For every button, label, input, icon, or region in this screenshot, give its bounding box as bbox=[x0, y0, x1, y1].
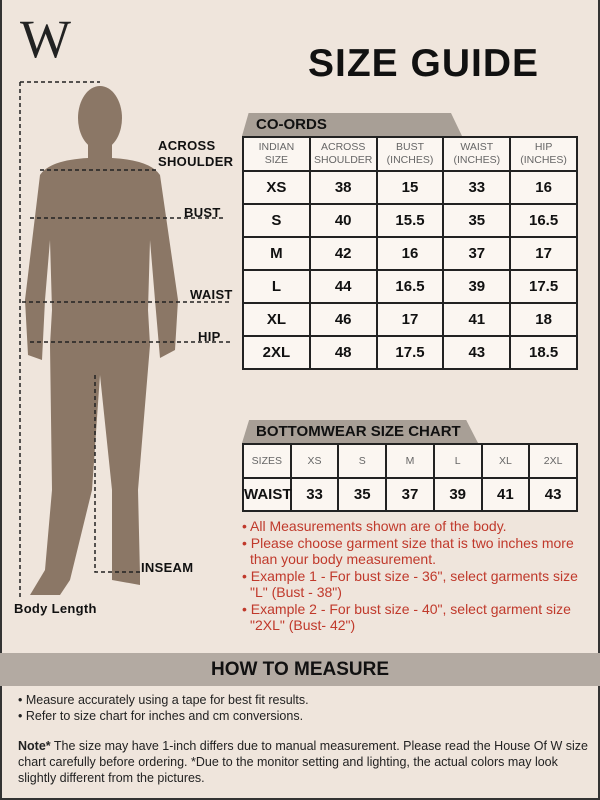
note-item: All Measurements shown are of the body. bbox=[242, 518, 596, 535]
table-cell: 40 bbox=[308, 203, 378, 238]
table-cell: 37 bbox=[442, 236, 512, 271]
table-cell: XL bbox=[242, 302, 311, 337]
table-cell: 35 bbox=[337, 477, 388, 512]
table-row: L 44 16.5 39 17.5 bbox=[242, 269, 578, 304]
table-row: XS 38 15 33 16 bbox=[242, 170, 578, 205]
page-title: SIZE GUIDE bbox=[308, 42, 540, 85]
header-line: BUST bbox=[395, 141, 424, 153]
table-cell: 17 bbox=[375, 302, 445, 337]
table-cell: S bbox=[242, 203, 311, 238]
label-body-length: Body Length bbox=[14, 601, 97, 616]
table-cell: 38 bbox=[308, 170, 378, 205]
table-cell: 37 bbox=[385, 477, 435, 512]
header-line: HIP bbox=[534, 141, 553, 153]
bottomwear-header: XL bbox=[480, 443, 531, 479]
note-text: The size may have 1-inch differs due to … bbox=[18, 739, 588, 785]
table-cell: 39 bbox=[432, 477, 483, 512]
table-cell: 33 bbox=[289, 477, 340, 512]
label-inseam: INSEAM bbox=[141, 560, 194, 575]
table-cell: 16.5 bbox=[375, 269, 445, 304]
tip-item: • Refer to size chart for inches and cm … bbox=[18, 709, 304, 723]
bottomwear-header: SIZES bbox=[242, 443, 292, 479]
table-cell: 16 bbox=[375, 236, 445, 271]
how-to-measure-heading: HOW TO MEASURE bbox=[0, 653, 600, 686]
label-across-shoulder: ACROSS SHOULDER bbox=[158, 138, 233, 170]
label-across: ACROSS bbox=[158, 138, 216, 153]
body-figure bbox=[19, 81, 230, 598]
coords-header: HIP (INCHES) bbox=[509, 136, 578, 172]
table-cell: XS bbox=[242, 170, 311, 205]
table-cell: 17 bbox=[509, 236, 578, 271]
table-cell: 46 bbox=[308, 302, 378, 337]
table-cell: 17.5 bbox=[375, 335, 445, 370]
table-cell: 44 bbox=[308, 269, 378, 304]
bottomwear-header: L bbox=[432, 443, 483, 479]
table-cell: 15.5 bbox=[375, 203, 445, 238]
notes-list: All Measurements shown are of the body. … bbox=[242, 518, 596, 634]
table-cell: 48 bbox=[308, 335, 378, 370]
coords-header: WAIST (INCHES) bbox=[442, 136, 512, 172]
tip-item: • Measure accurately using a tape for be… bbox=[18, 693, 309, 707]
note-item: Example 2 - For bust size - 40", select … bbox=[242, 601, 596, 634]
coords-table: INDIAN SIZE ACROSS SHOULDER BUST (INCHES) WAIS… bbox=[242, 136, 578, 370]
table-cell: 33 bbox=[442, 170, 512, 205]
coords-header: BUST (INCHES) bbox=[375, 136, 445, 172]
table-cell: 16 bbox=[509, 170, 578, 205]
table-cell: 16.5 bbox=[509, 203, 578, 238]
table-row: M 42 16 37 17 bbox=[242, 236, 578, 271]
table-cell: 2XL bbox=[242, 335, 311, 370]
table-cell: 43 bbox=[528, 477, 578, 512]
table-cell: WAIST bbox=[242, 477, 292, 512]
label-bust: BUST bbox=[184, 205, 221, 220]
label-hip: HIP bbox=[198, 329, 221, 344]
logo: W bbox=[20, 9, 71, 69]
coords-tab: CO-ORDS bbox=[242, 113, 462, 136]
bottomwear-tab: BOTTOMWEAR SIZE CHART bbox=[242, 420, 478, 443]
tips: • Measure accurately using a tape for be… bbox=[18, 692, 309, 724]
table-cell: 42 bbox=[308, 236, 378, 271]
table-cell: 17.5 bbox=[509, 269, 578, 304]
header-line: (INCHES) bbox=[520, 154, 567, 166]
header-line: WAIST bbox=[460, 141, 494, 153]
bottomwear-table: SIZES XS S M L XL 2XL WAIST 33 35 37 39 41 43 bbox=[242, 443, 578, 512]
table-cell: 18.5 bbox=[509, 335, 578, 370]
note-label: Note* bbox=[18, 739, 51, 753]
bottomwear-header: M bbox=[385, 443, 435, 479]
disclaimer-note: Note* The size may have 1-inch differs d… bbox=[18, 738, 592, 786]
table-cell: M bbox=[242, 236, 311, 271]
table-row: S 40 15.5 35 16.5 bbox=[242, 203, 578, 238]
table-cell: 18 bbox=[509, 302, 578, 337]
header-line: INDIAN bbox=[258, 141, 295, 153]
note-item: Example 1 - For bust size - 36", select … bbox=[242, 568, 596, 601]
table-cell: 43 bbox=[442, 335, 512, 370]
coords-header: INDIAN SIZE bbox=[242, 136, 311, 172]
label-waist: WAIST bbox=[190, 287, 233, 302]
header-line: ACROSS bbox=[321, 141, 366, 153]
bottomwear-header: 2XL bbox=[528, 443, 578, 479]
table-cell: 35 bbox=[442, 203, 512, 238]
table-cell: 41 bbox=[480, 477, 531, 512]
table-cell: 41 bbox=[442, 302, 512, 337]
bottomwear-header: XS bbox=[289, 443, 340, 479]
table-cell: 39 bbox=[442, 269, 512, 304]
header-line: SIZE bbox=[264, 154, 289, 166]
header-line: (INCHES) bbox=[386, 154, 434, 166]
header-line: (INCHES) bbox=[453, 154, 501, 166]
bottomwear-header: S bbox=[337, 443, 388, 479]
coords-header: ACROSS SHOULDER bbox=[308, 136, 378, 172]
table-cell: L bbox=[242, 269, 311, 304]
table-row: XL 46 17 41 18 bbox=[242, 302, 578, 337]
header-line: SHOULDER bbox=[314, 154, 373, 166]
table-row: 2XL 48 17.5 43 18.5 bbox=[242, 335, 578, 370]
note-item: Please choose garment size that is two i… bbox=[242, 535, 596, 568]
table-cell: 15 bbox=[375, 170, 445, 205]
label-shoulder: SHOULDER bbox=[158, 154, 234, 169]
